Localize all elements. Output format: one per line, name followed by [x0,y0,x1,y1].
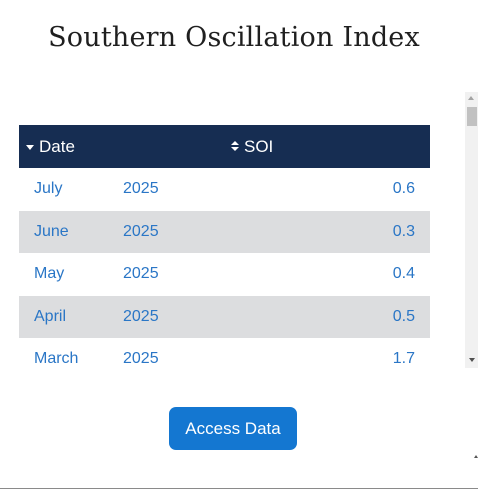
month-cell: March [34,350,79,367]
year-cell: 2025 [123,307,159,325]
access-data-button[interactable]: Access Data [169,407,297,450]
table-row: April 2025 0.5 [19,295,430,338]
year-cell: 2025 [123,180,159,197]
year-cell: 2025 [123,350,159,367]
soi-cell: 0.6 [392,180,415,197]
scroll-up-arrow-icon[interactable] [468,96,474,100]
soi-cell: 0.3 [392,222,415,240]
table-row: March 2025 1.7 [19,338,430,368]
year-cell: 2025 [123,222,159,240]
table-row: July 2025 0.6 [19,168,430,211]
scroll-down-arrow-icon[interactable] [469,358,475,362]
sort-date-header[interactable]: Date [26,125,75,168]
month-cell: April [34,307,67,325]
sort-both-icon [231,140,239,153]
sort-soi-header[interactable]: SOI [231,125,273,168]
month-cell: July [34,180,63,197]
table-row: June 2025 0.3 [19,210,430,253]
year-cell: 2025 [123,265,159,282]
date-header-label: Date [39,137,75,156]
month-cell: June [34,222,69,240]
soi-cell: 0.4 [392,265,415,282]
scrollbar-thumb[interactable] [467,107,477,126]
table-header: Date SOI [19,125,430,168]
page-title: Southern Oscillation Index [48,22,420,53]
table-scrollbar[interactable] [465,92,478,368]
table-row: May 2025 0.4 [19,253,430,296]
soi-cell: 0.5 [392,307,415,325]
soi-cell: 1.7 [392,350,415,367]
soi-header-label: SOI [244,137,274,156]
soi-table: Date SOI July 2025 0.6 June 2025 0.3 May… [19,125,430,368]
bottom-divider [0,488,478,489]
month-cell: May [34,265,65,282]
resize-caret-icon [474,455,478,458]
caret-down-icon [26,141,34,153]
